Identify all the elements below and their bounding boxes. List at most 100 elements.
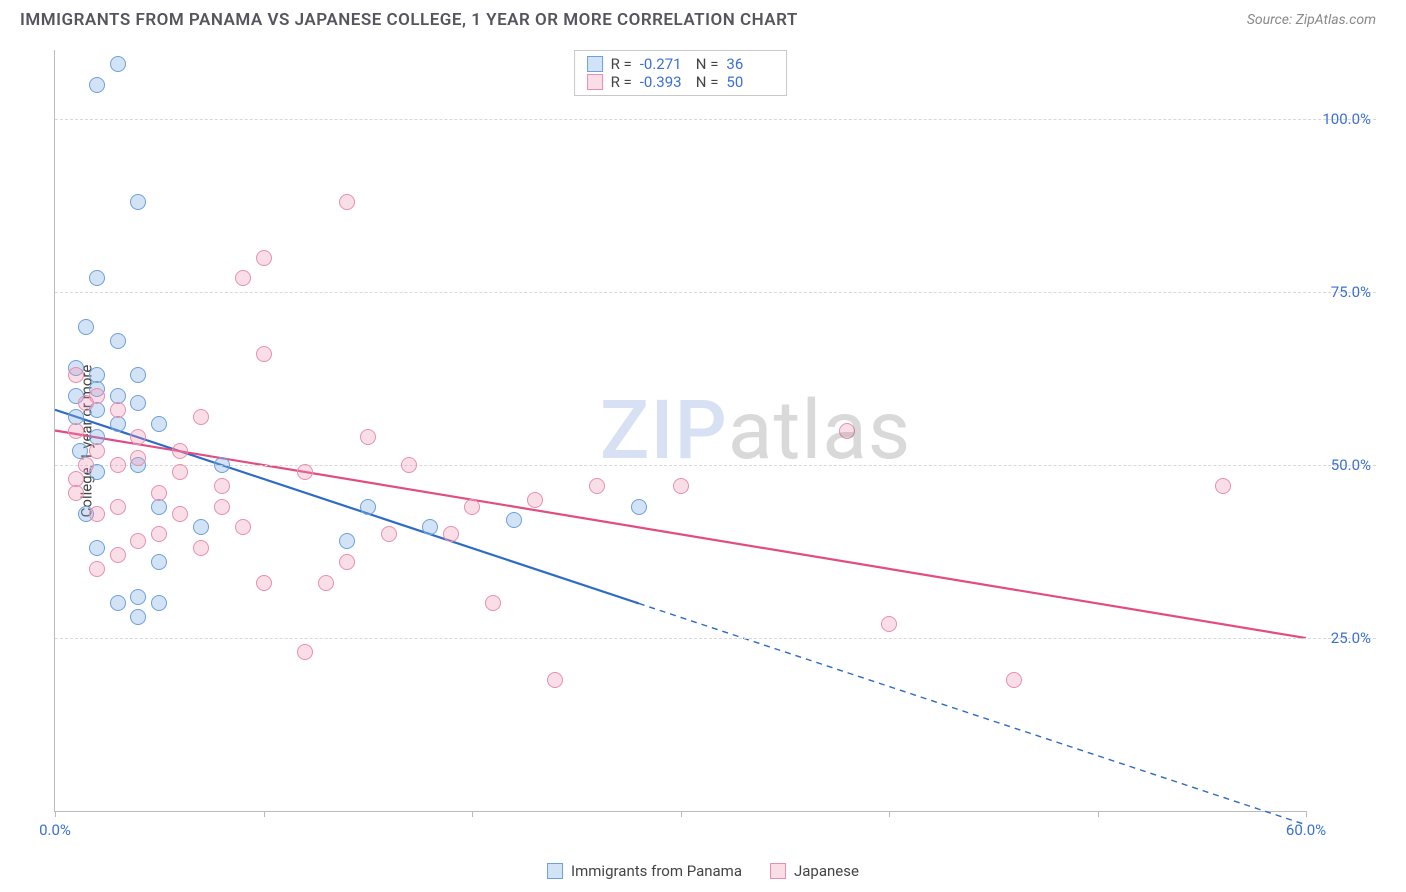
data-point-panama — [631, 499, 647, 515]
data-point-japanese — [297, 464, 313, 480]
data-point-panama — [110, 595, 126, 611]
n-label: N = — [696, 55, 719, 73]
data-point-panama — [360, 499, 376, 515]
x-tick — [264, 811, 265, 817]
data-point-panama — [110, 56, 126, 72]
data-point-japanese — [110, 547, 126, 563]
y-tick-label: 100.0% — [1322, 110, 1371, 128]
x-tick — [889, 811, 890, 817]
data-point-panama — [110, 333, 126, 349]
data-point-japanese — [214, 499, 230, 515]
data-point-panama — [151, 416, 167, 432]
data-point-panama — [214, 457, 230, 473]
data-point-japanese — [68, 367, 84, 383]
data-point-panama — [89, 270, 105, 286]
plot-area: ZIPatlas R =-0.271N =36R =-0.393N =50 25… — [54, 50, 1306, 812]
data-point-japanese — [881, 616, 897, 632]
data-point-japanese — [193, 540, 209, 556]
data-point-panama — [89, 77, 105, 93]
data-point-panama — [110, 416, 126, 432]
chart-container: College, 1 year or more ZIPatlas R =-0.2… — [20, 40, 1376, 842]
data-point-japanese — [1006, 672, 1022, 688]
legend-swatch-panama — [547, 863, 563, 879]
data-point-japanese — [172, 506, 188, 522]
data-point-japanese — [464, 499, 480, 515]
n-value-panama: 36 — [726, 55, 774, 73]
x-tick — [1306, 811, 1307, 817]
data-point-japanese — [214, 478, 230, 494]
r-value-panama: -0.271 — [640, 55, 688, 73]
data-point-japanese — [151, 526, 167, 542]
series-legend: Immigrants from Panama Japanese — [547, 862, 859, 880]
data-point-japanese — [485, 595, 501, 611]
data-point-panama — [339, 533, 355, 549]
data-point-japanese — [256, 575, 272, 591]
data-point-japanese — [110, 499, 126, 515]
r-label: R = — [611, 73, 632, 91]
x-tick-label: 0.0% — [39, 821, 71, 839]
trend-line-ext-panama — [639, 603, 1306, 824]
y-tick-label: 25.0% — [1331, 629, 1371, 647]
legend-label-japanese: Japanese — [794, 862, 859, 880]
data-point-japanese — [78, 395, 94, 411]
data-point-japanese — [89, 561, 105, 577]
data-point-japanese — [130, 450, 146, 466]
legend-item-japanese: Japanese — [770, 862, 859, 880]
legend-swatch-japanese — [587, 74, 603, 90]
data-point-japanese — [318, 575, 334, 591]
data-point-panama — [151, 499, 167, 515]
data-point-japanese — [256, 250, 272, 266]
data-point-panama — [130, 367, 146, 383]
data-point-japanese — [235, 519, 251, 535]
data-point-japanese — [110, 457, 126, 473]
data-point-japanese — [68, 423, 84, 439]
chart-title: IMMIGRANTS FROM PANAMA VS JAPANESE COLLE… — [20, 10, 798, 30]
data-point-panama — [506, 512, 522, 528]
x-tick — [1098, 811, 1099, 817]
data-point-japanese — [1215, 478, 1231, 494]
data-point-japanese — [381, 526, 397, 542]
source-attribution: Source: ZipAtlas.com — [1247, 12, 1376, 28]
gridline — [55, 638, 1376, 639]
data-point-japanese — [256, 346, 272, 362]
data-point-panama — [130, 589, 146, 605]
correlation-legend: R = -0.271 N = 36 R = -0.393 N = 50 — [574, 50, 788, 96]
data-point-japanese — [527, 492, 543, 508]
data-point-panama — [89, 540, 105, 556]
data-point-japanese — [130, 533, 146, 549]
data-point-panama — [130, 609, 146, 625]
data-point-japanese — [589, 478, 605, 494]
data-point-japanese — [193, 409, 209, 425]
data-point-japanese — [172, 464, 188, 480]
data-point-japanese — [360, 429, 376, 445]
data-point-panama — [151, 554, 167, 570]
data-point-japanese — [297, 644, 313, 660]
data-point-japanese — [68, 485, 84, 501]
data-point-japanese — [339, 194, 355, 210]
data-point-panama — [151, 595, 167, 611]
r-label: R = — [611, 55, 632, 73]
data-point-japanese — [110, 402, 126, 418]
data-point-panama — [422, 519, 438, 535]
data-point-japanese — [339, 554, 355, 570]
trend-lines — [55, 50, 1306, 811]
legend-stat-row-panama: R = -0.271 N = 36 — [587, 55, 775, 73]
data-point-japanese — [89, 506, 105, 522]
y-tick-label: 50.0% — [1331, 456, 1371, 474]
legend-label-panama: Immigrants from Panama — [571, 862, 742, 880]
x-tick — [681, 811, 682, 817]
n-label: N = — [696, 73, 719, 91]
x-tick — [55, 811, 56, 817]
r-value-japanese: -0.393 — [640, 73, 688, 91]
data-point-japanese — [839, 423, 855, 439]
data-point-japanese — [78, 457, 94, 473]
legend-item-panama: Immigrants from Panama — [547, 862, 742, 880]
y-tick-label: 75.0% — [1331, 283, 1371, 301]
gridline — [55, 292, 1376, 293]
gridline — [55, 465, 1376, 466]
x-tick — [472, 811, 473, 817]
data-point-panama — [130, 395, 146, 411]
n-value-japanese: 50 — [726, 73, 774, 91]
data-point-panama — [130, 194, 146, 210]
data-point-panama — [78, 319, 94, 335]
